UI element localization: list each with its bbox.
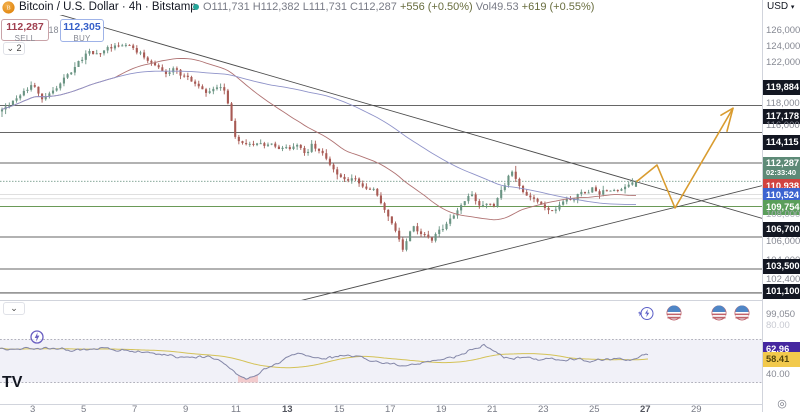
svg-text:TV: TV bbox=[2, 374, 23, 391]
svg-text:B: B bbox=[6, 6, 10, 12]
